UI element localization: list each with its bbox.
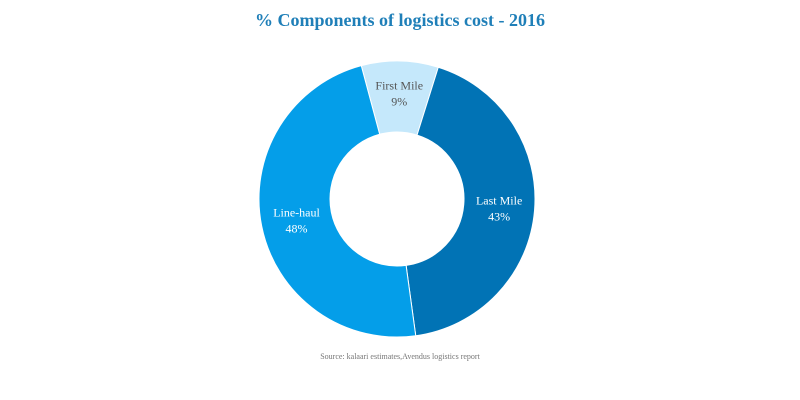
slice-last-mile — [405, 66, 536, 337]
slice-label-name: Last Mile — [476, 194, 522, 208]
slice-label-value: 43% — [488, 210, 510, 224]
slice-label-value: 9% — [391, 95, 407, 109]
slice-label-group: Last Mile 43% — [476, 194, 522, 224]
chart-title: % Components of logistics cost - 2016 — [255, 10, 545, 30]
slice-label-name: Line-haul — [273, 205, 320, 219]
slice-label-name: First Mile — [375, 79, 423, 93]
slice-label-group: Line-haul 48% — [273, 205, 320, 235]
slice-label-value: 48% — [286, 221, 308, 235]
slice-label-group: First Mile 9% — [375, 79, 423, 109]
source-note: Source: kalaari estimates,Avendus logist… — [320, 352, 480, 361]
slice-line-haul — [258, 65, 417, 338]
